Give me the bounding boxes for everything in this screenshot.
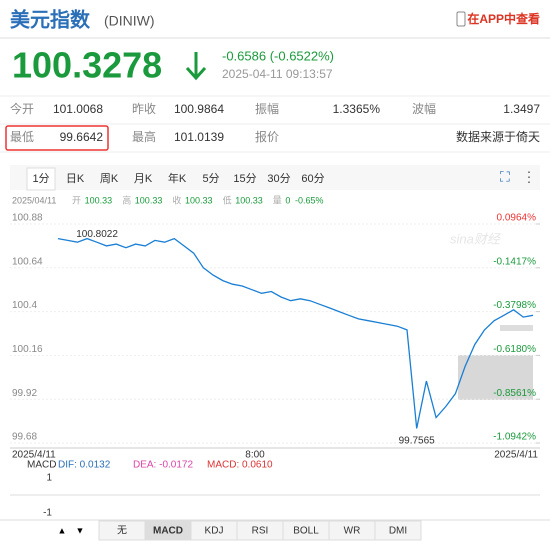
info: 开 bbox=[72, 195, 81, 205]
change: -0.6586 (-0.6522%) bbox=[222, 48, 334, 63]
tab[interactable]: 60分 bbox=[301, 172, 324, 185]
info: 低 bbox=[223, 194, 232, 205]
fullscreen-icon[interactable]: ⛶ bbox=[500, 169, 510, 185]
indicator-label[interactable]: 无 bbox=[117, 526, 127, 537]
info: 0 bbox=[285, 195, 290, 205]
x-label: 2025/4/11 bbox=[12, 450, 56, 461]
info: 100.33 bbox=[185, 195, 213, 205]
macd-label: DIF: 0.0132 bbox=[58, 460, 111, 471]
watermark: sina财经 bbox=[450, 231, 502, 246]
y-tick-label: 100.4 bbox=[12, 300, 37, 311]
annotation: 100.8022 bbox=[76, 229, 118, 240]
shade bbox=[500, 325, 533, 331]
macd-label: MACD bbox=[27, 460, 56, 471]
y2-tick-label: -0.3798% bbox=[493, 300, 536, 311]
cell: 波幅 bbox=[412, 101, 436, 116]
y2-tick-label: -0.6180% bbox=[493, 344, 536, 355]
indicator-label[interactable]: WR bbox=[344, 526, 361, 537]
y-tick-label: 100.88 bbox=[12, 213, 43, 224]
info: 100.33 bbox=[135, 195, 163, 205]
indicator-label[interactable]: MACD bbox=[153, 526, 183, 537]
y-tick-label: 99.92 bbox=[12, 388, 37, 399]
tab[interactable]: 周K bbox=[100, 172, 119, 185]
indicator-tab[interactable] bbox=[374, 520, 422, 541]
tab[interactable]: 30分 bbox=[267, 172, 290, 185]
tab[interactable]: 年K bbox=[168, 171, 187, 185]
y2-tick-label: -0.1417% bbox=[493, 256, 536, 267]
cell: 最高 bbox=[132, 129, 156, 144]
cell: 昨收 bbox=[132, 102, 156, 116]
price: 100.3278 bbox=[12, 45, 162, 86]
macd-label: DEA: -0.0172 bbox=[133, 460, 193, 471]
title: 美元指数 bbox=[10, 7, 91, 31]
macd-tick: -1 bbox=[43, 508, 52, 519]
indicator-label[interactable]: DMI bbox=[389, 526, 407, 537]
macd-tick: 1 bbox=[46, 473, 52, 484]
cell: 101.0139 bbox=[174, 130, 224, 144]
time: 2025-04-11 09:13:57 bbox=[222, 67, 333, 81]
x-label: 2025/4/11 bbox=[494, 450, 538, 461]
cell: 1.3497 bbox=[503, 102, 540, 116]
y-tick-label: 100.16 bbox=[12, 344, 43, 355]
y-tick-label: 100.64 bbox=[12, 256, 43, 267]
info: -0.65% bbox=[295, 195, 324, 205]
tab[interactable]: 月K bbox=[134, 173, 153, 185]
cell: 1.3365% bbox=[333, 102, 381, 116]
info: 100.33 bbox=[85, 195, 113, 205]
menu-icon[interactable]: ⋮ bbox=[522, 169, 536, 185]
down-btn[interactable]: ▼ bbox=[76, 525, 85, 535]
up-btn[interactable]: ▲ bbox=[58, 525, 67, 535]
indicator-label[interactable]: BOLL bbox=[293, 526, 319, 537]
y-tick-label: 99.68 bbox=[12, 432, 37, 443]
tab[interactable]: 15分 bbox=[233, 172, 256, 185]
annotation: 99.7565 bbox=[399, 436, 436, 447]
y2-tick-label: 0.0964% bbox=[497, 213, 537, 224]
tab[interactable]: 日K bbox=[66, 173, 85, 185]
info: 收 bbox=[172, 194, 181, 205]
cell: 100.9864 bbox=[174, 102, 224, 116]
phone-icon bbox=[456, 11, 466, 27]
cell: 最低 bbox=[10, 130, 34, 144]
tab[interactable]: 5分 bbox=[202, 172, 219, 185]
macd-label: MACD: 0.0610 bbox=[207, 460, 273, 471]
app-link[interactable]: 在APP中查看 bbox=[467, 11, 540, 26]
cell: 今开 bbox=[10, 101, 34, 116]
tab-bar bbox=[10, 165, 540, 190]
cell: 数据来源于倚天 bbox=[456, 129, 540, 144]
active-tab bbox=[26, 167, 56, 191]
price-line bbox=[57, 237, 534, 429]
y2-tick-label: -0.8561% bbox=[493, 388, 536, 399]
highlight-box bbox=[5, 125, 109, 151]
info: 量 bbox=[273, 195, 282, 205]
indicator-label[interactable]: KDJ bbox=[205, 526, 224, 537]
cell: 报价 bbox=[255, 129, 279, 144]
info: 2025/04/11 bbox=[12, 195, 56, 205]
indicator-label[interactable]: RSI bbox=[252, 526, 269, 537]
x-label: 8:00 bbox=[245, 450, 265, 461]
cell: 101.0068 bbox=[53, 102, 103, 116]
cell: 99.6642 bbox=[60, 130, 104, 144]
info: 高 bbox=[122, 194, 131, 205]
shade bbox=[458, 355, 533, 400]
y2-tick-label: -1.0942% bbox=[493, 432, 536, 443]
info: 100.33 bbox=[235, 195, 263, 205]
code: (DINIW) bbox=[104, 13, 155, 29]
tab[interactable]: 1分 bbox=[32, 172, 49, 185]
down-arrow bbox=[185, 52, 207, 81]
cell: 振幅 bbox=[255, 101, 279, 116]
